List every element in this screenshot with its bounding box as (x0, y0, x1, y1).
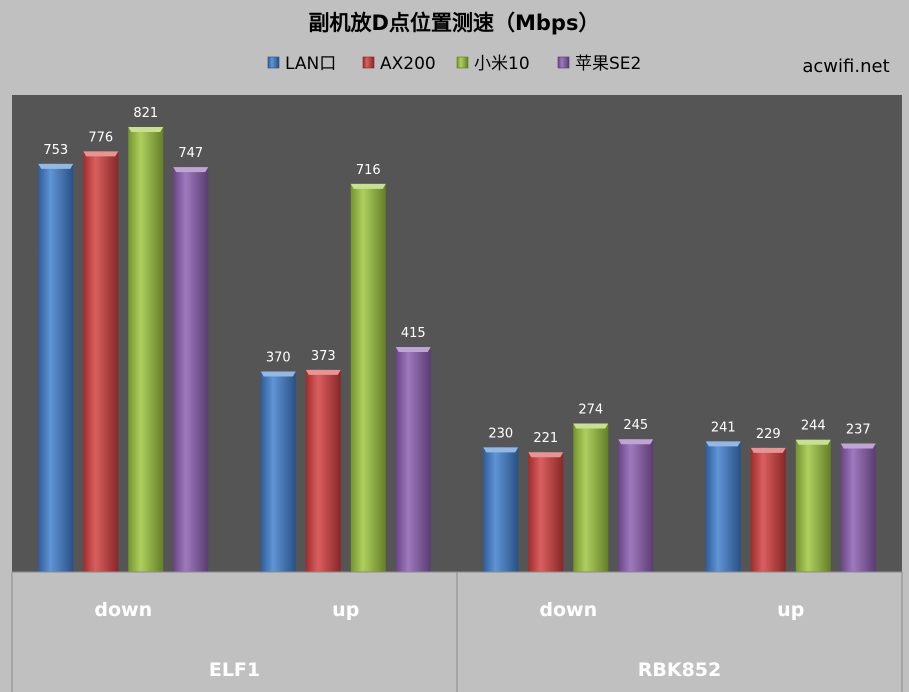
bar (83, 151, 119, 572)
data-label: 245 (623, 418, 648, 433)
data-label: 776 (88, 130, 113, 145)
data-label: 230 (488, 426, 513, 441)
bar-cap (38, 163, 74, 169)
bar (618, 439, 654, 572)
data-label: 373 (311, 349, 336, 364)
data-label: 221 (533, 431, 558, 446)
group-label: RBK852 (638, 659, 722, 681)
bar-cap (618, 439, 654, 445)
legend-swatch (267, 56, 280, 69)
data-label: 244 (801, 419, 826, 434)
bar-cap (260, 371, 296, 377)
bar-cap (83, 151, 119, 157)
category-label: up (777, 599, 804, 621)
bar-cap (305, 369, 341, 375)
legend-swatch (456, 56, 469, 69)
group-label: ELF1 (209, 659, 260, 681)
data-label: 753 (43, 143, 68, 158)
bar-cap (573, 423, 609, 429)
data-label: 747 (178, 146, 203, 161)
bar (795, 439, 831, 572)
bar (483, 447, 519, 572)
data-label: 237 (846, 423, 871, 438)
bar-cap (528, 452, 564, 458)
legend-swatch (362, 56, 375, 69)
bar (840, 443, 876, 572)
data-labels: 753 776 821 747 370 373 716 415 230 221 274 245 241 2… (43, 106, 870, 446)
bar (750, 447, 786, 572)
category-label: down (94, 599, 152, 621)
bar (350, 183, 386, 573)
data-label: 821 (133, 106, 158, 121)
bar (395, 347, 431, 572)
bar (128, 126, 164, 572)
data-label: 415 (401, 326, 426, 341)
bar-cap (750, 447, 786, 453)
watermark: acwifi.net (802, 56, 889, 77)
legend-label: 小米10 (474, 54, 530, 74)
bar (260, 371, 296, 572)
data-label: 241 (711, 420, 736, 435)
bar-cap (840, 443, 876, 449)
data-label: 370 (266, 350, 291, 365)
bar-cap (395, 347, 431, 353)
legend-label: LAN口 (285, 54, 336, 74)
bar-cap (128, 126, 164, 132)
bar (573, 423, 609, 572)
bar-cap (483, 447, 519, 453)
bars (38, 126, 876, 573)
bar (38, 163, 74, 572)
data-label: 274 (578, 402, 603, 417)
bar-cap (705, 441, 741, 447)
bar (528, 452, 564, 572)
legend: LAN口 AX200 小米10 苹果SE2 (267, 54, 641, 74)
bar-cap (350, 183, 386, 189)
data-label: 229 (756, 427, 781, 442)
category-label: up (332, 599, 359, 621)
bar-cap (795, 439, 831, 445)
legend-swatch (557, 56, 570, 69)
data-label: 716 (356, 163, 381, 178)
legend-label: 苹果SE2 (575, 54, 641, 74)
legend-label: AX200 (380, 54, 436, 74)
category-axis: down up ELF1 down up RBK852 (11, 571, 903, 692)
bar (705, 441, 741, 572)
category-label: down (539, 599, 597, 621)
bar-cap (173, 167, 209, 173)
bar (305, 369, 341, 572)
bar (173, 167, 209, 572)
chart-title: 副机放D点位置测速（Mbps） (309, 11, 600, 35)
